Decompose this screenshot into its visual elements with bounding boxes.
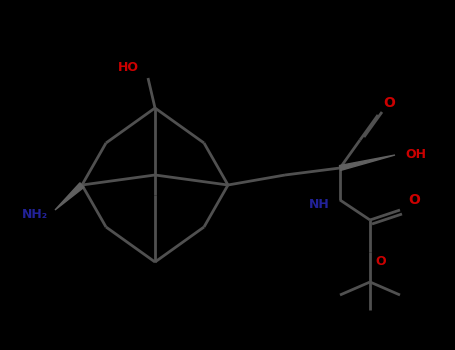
Text: O: O xyxy=(383,96,395,110)
Text: O: O xyxy=(375,255,386,268)
Text: NH: NH xyxy=(309,198,330,211)
Text: HO: HO xyxy=(118,61,139,74)
Polygon shape xyxy=(55,183,84,210)
Text: O: O xyxy=(408,193,420,207)
Text: NH₂: NH₂ xyxy=(22,209,48,222)
Text: OH: OH xyxy=(405,148,426,161)
Polygon shape xyxy=(339,155,395,170)
